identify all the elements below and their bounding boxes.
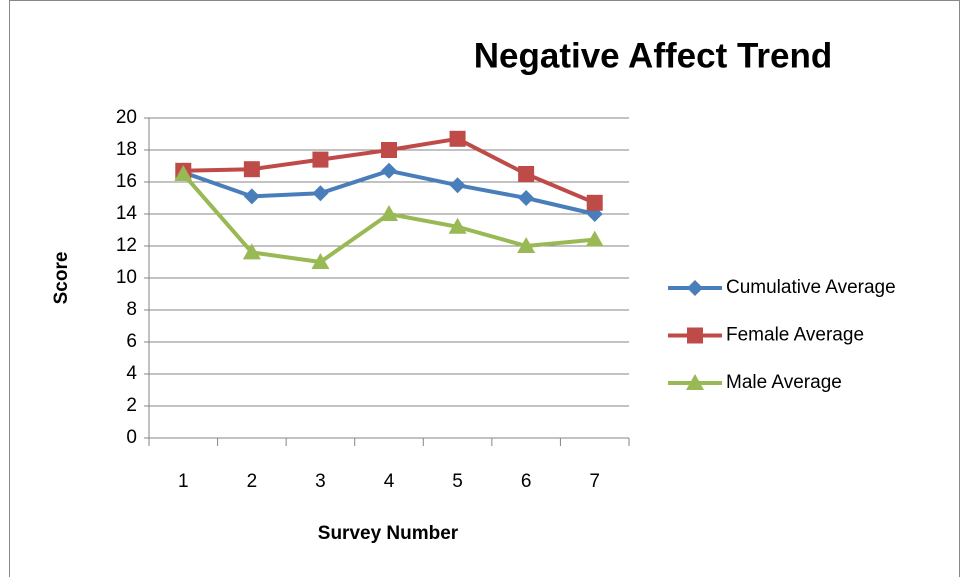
data-point — [449, 130, 466, 147]
data-point — [518, 166, 535, 182]
data-point — [174, 165, 193, 181]
x-tick-label: 3 — [315, 471, 326, 492]
x-axis-label: Survey Number — [318, 523, 459, 544]
data-point — [242, 243, 261, 260]
legend-marker — [686, 374, 704, 390]
legend-label: Female Average — [726, 325, 864, 346]
data-point — [380, 205, 398, 221]
y-tick-label: 6 — [126, 331, 137, 352]
x-tick-label: 6 — [521, 471, 532, 492]
data-point — [518, 190, 535, 206]
chart-title: Negative Affect Trend — [474, 36, 833, 75]
data-point — [243, 188, 260, 205]
x-tick-label: 2 — [247, 471, 258, 492]
data-point — [381, 162, 397, 179]
y-tick-label: 10 — [116, 267, 137, 288]
x-tick-label: 1 — [178, 471, 189, 492]
legend-label: Male Average — [726, 372, 842, 393]
chart-frame — [9, 0, 960, 577]
y-tick-label: 20 — [116, 107, 137, 128]
data-point — [381, 142, 397, 158]
y-tick-label: 14 — [116, 203, 138, 224]
legend-marker — [687, 327, 703, 344]
x-tick-label: 4 — [384, 471, 395, 492]
data-point — [243, 161, 260, 178]
x-tick-label: 5 — [452, 471, 463, 492]
x-tick-label: 7 — [589, 471, 600, 492]
data-point — [448, 217, 467, 234]
y-tick-label: 2 — [126, 395, 137, 416]
data-point — [311, 253, 330, 269]
y-tick-label: 0 — [126, 427, 137, 448]
y-tick-label: 16 — [116, 171, 137, 192]
data-point — [449, 177, 466, 194]
legend-marker — [687, 280, 703, 296]
legend-label: Cumulative Average — [726, 277, 896, 298]
y-tick-label: 18 — [116, 139, 137, 160]
data-point — [586, 194, 603, 211]
y-tick-label: 4 — [126, 363, 137, 384]
y-tick-label: 8 — [126, 299, 137, 320]
data-point — [517, 237, 536, 253]
y-axis-label: Score — [51, 252, 72, 305]
data-point — [312, 185, 329, 202]
data-point — [585, 230, 604, 247]
y-tick-label: 12 — [116, 235, 137, 256]
data-point — [312, 151, 329, 168]
